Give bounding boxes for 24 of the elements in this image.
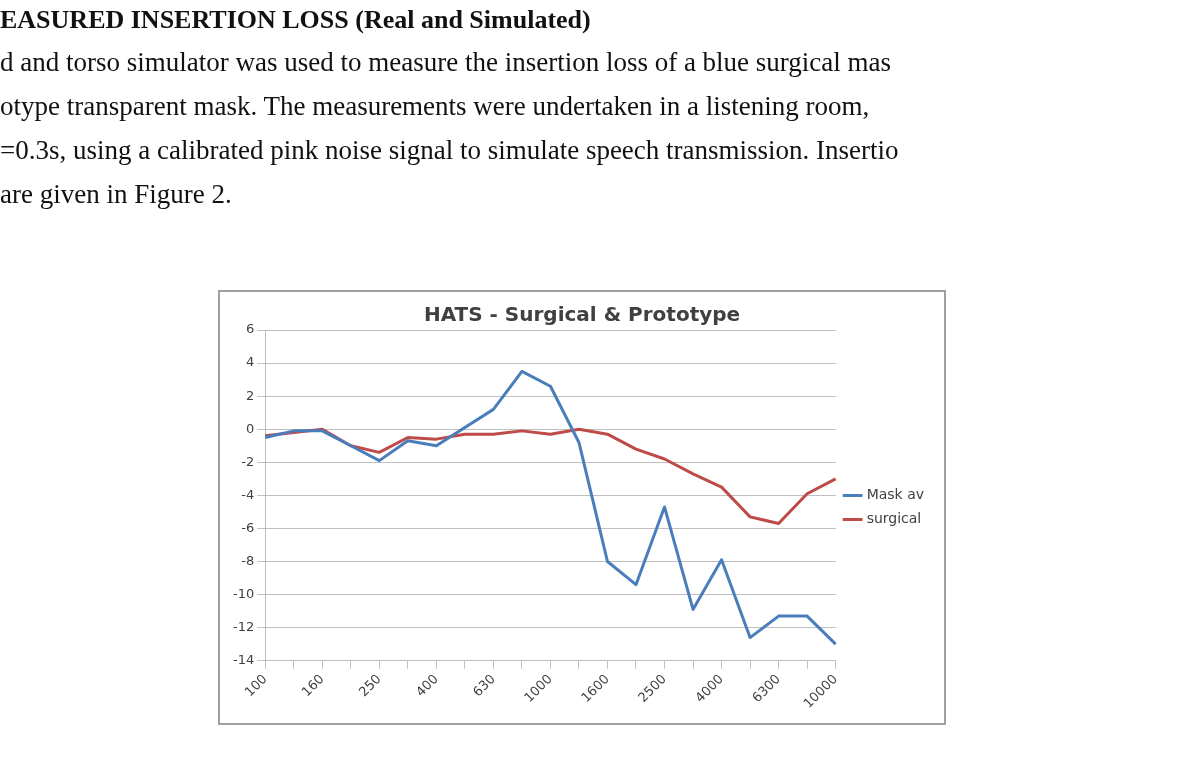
x-tick-label: 400: [412, 671, 441, 700]
text: =0.3s, using a calibrated pink noise signal to simulate speech transmission. Insertio: [0, 134, 900, 167]
x-tick-label: 630: [469, 671, 498, 700]
y-tick-label: 0: [245, 420, 255, 436]
y-tick-label: -2: [241, 453, 255, 469]
text: otype transparent mask. The measurements were undertaken in a listening room,: [0, 90, 871, 123]
y-tick-label: -12: [233, 619, 255, 635]
x-tick-label: 250: [355, 671, 384, 700]
y-tick-label: -8: [241, 552, 255, 568]
x-tick-label: 160: [298, 671, 327, 700]
text: d and torso simulator was used to measure the insertion loss of a blue surgical mas: [0, 46, 893, 79]
chart-title: HATS - Surgical & Prototype: [423, 302, 741, 327]
y-tick-label: 4: [245, 354, 255, 370]
y-tick-label: 2: [245, 387, 255, 403]
y-tick-label: -14: [233, 652, 255, 668]
x-tick-label: 100: [241, 671, 270, 700]
text: are given in Figure 2.: [0, 178, 233, 211]
y-tick-label: -6: [241, 519, 255, 535]
y-tick-label: -4: [241, 486, 255, 502]
legend-label: Mask av: [866, 486, 924, 503]
text: EASURED INSERTION LOSS (Real and Simulated): [0, 4, 592, 36]
y-tick-label: 6: [245, 321, 255, 337]
y-tick-label: -10: [233, 585, 255, 601]
legend-label: surgical: [866, 510, 922, 527]
